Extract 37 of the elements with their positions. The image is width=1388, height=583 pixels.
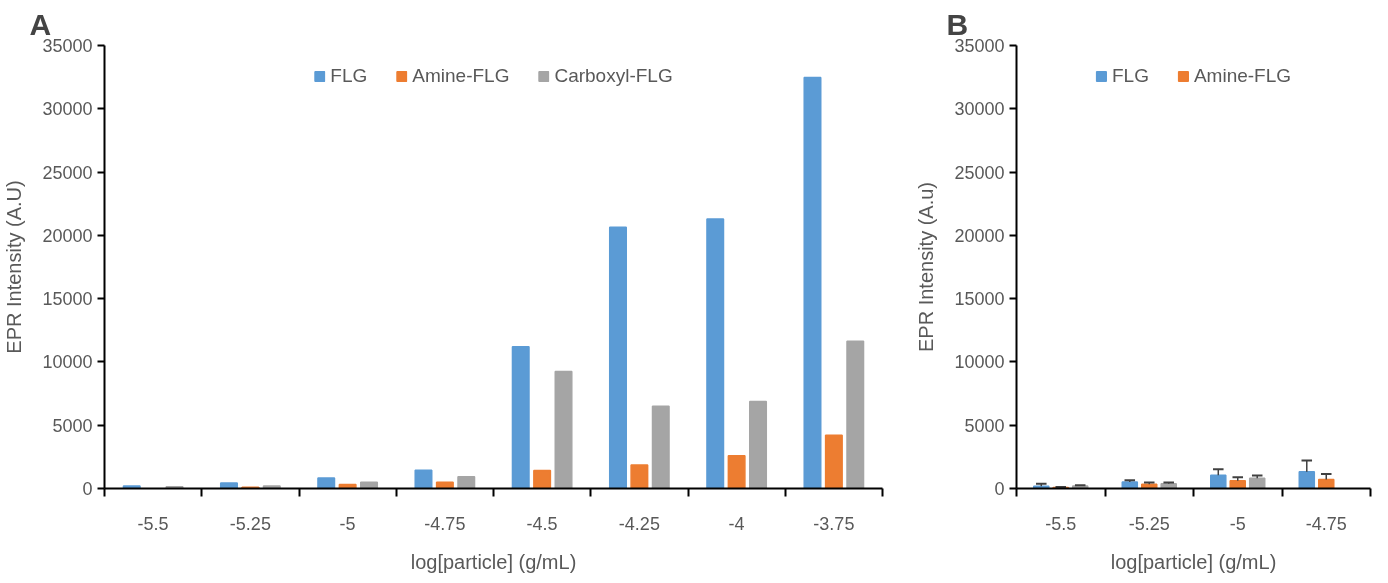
x-tick-label: -5.25 <box>229 513 271 534</box>
y-tick-label: 15000 <box>42 289 93 310</box>
x-tick-label: -5.25 <box>1128 513 1170 534</box>
x-axis-title: log[particle] (g/mL) <box>1110 550 1277 573</box>
y-tick-label: 10000 <box>42 352 93 373</box>
y-tick-label: 35000 <box>42 36 93 56</box>
y-axis-title: EPR Intensity (A.u) <box>915 181 938 353</box>
x-tick-label: -4.5 <box>526 513 558 534</box>
x-axis-title: log[particle] (g/mL) <box>410 550 577 573</box>
legend-label: Amine-FLG <box>1193 65 1292 87</box>
legend-label: FLG <box>1111 65 1149 87</box>
y-tick-label: 10000 <box>954 352 1005 373</box>
x-tick-label: -4.25 <box>618 513 660 534</box>
y-tick-label: 20000 <box>954 225 1005 246</box>
y-tick-label: 0 <box>994 479 1005 499</box>
x-tick-label: -4 <box>728 513 745 534</box>
y-tick-label: 25000 <box>954 162 1005 183</box>
x-tick-label: -3.75 <box>813 513 855 534</box>
x-tick-label: -4.75 <box>1305 513 1347 534</box>
y-tick-label: 5000 <box>964 415 1005 436</box>
y-tick-label: 15000 <box>954 289 1005 310</box>
y-tick-label: 5000 <box>52 415 93 436</box>
legend-label: Carboxyl-FLG <box>554 65 673 87</box>
legend-label: FLG <box>330 65 368 87</box>
y-axis-title: EPR Intensity (A.U) <box>3 180 26 354</box>
x-tick-label: -5 <box>339 513 356 534</box>
y-tick-label: 30000 <box>954 99 1005 120</box>
x-tick-label: -5.5 <box>1045 513 1077 534</box>
y-tick-label: 0 <box>82 479 93 499</box>
y-tick-label: 35000 <box>954 36 1005 56</box>
y-tick-label: 20000 <box>42 225 93 246</box>
x-tick-label: -4.75 <box>424 513 466 534</box>
legend-label: Amine-FLG <box>412 65 510 87</box>
y-tick-label: 25000 <box>42 162 93 183</box>
x-tick-label: -5 <box>1229 513 1246 534</box>
x-tick-label: -5.5 <box>137 513 169 534</box>
y-tick-label: 30000 <box>42 99 93 120</box>
